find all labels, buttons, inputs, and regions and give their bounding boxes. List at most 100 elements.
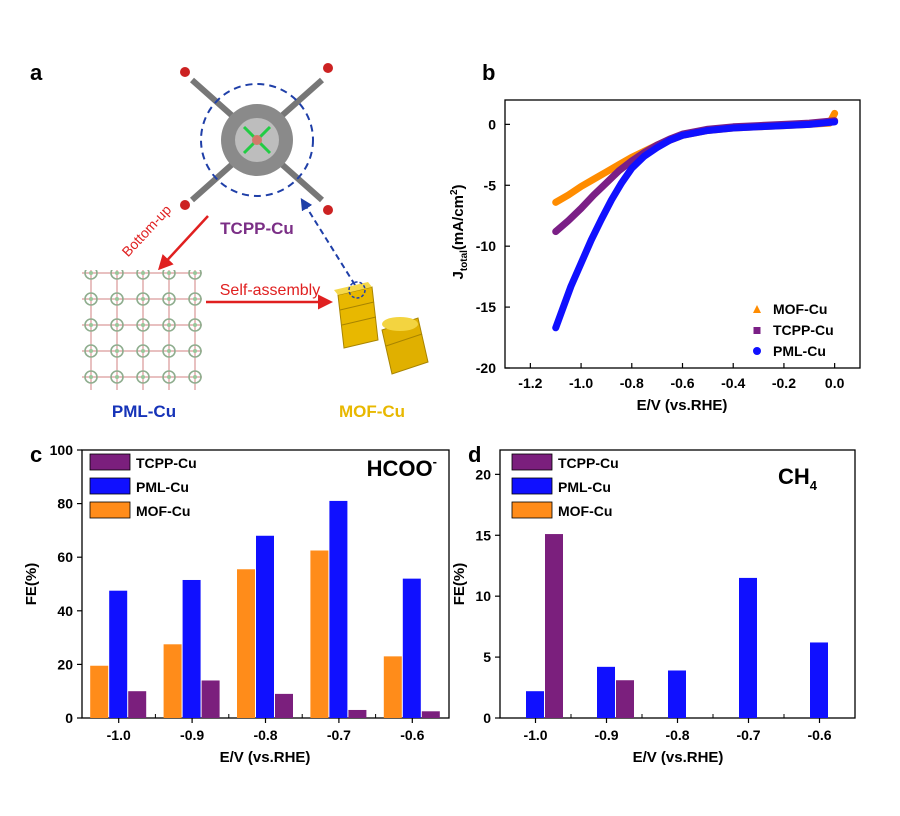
data-point-tcpp-cu [603,179,610,186]
ytick-label: 0 [65,710,73,726]
ytick-label: 15 [475,527,491,543]
data-point-pml-cu [780,122,787,129]
xtick-label: -0.8 [665,727,689,743]
data-point-pml-cu [806,121,813,128]
xtick-label: -0.6 [807,727,831,743]
panel-d-ylabel: FE(%) [451,563,468,606]
legend-swatch-tcpp-cu [89,453,131,471]
self-assembly-label: Self-assembly [220,282,320,299]
data-point-pml-cu [578,260,585,267]
ytick-label: 20 [475,466,491,482]
panel-c-chart: 0 20 40 60 80 100 -1.0 -0.9 -0.8 -0.7 -0.6 HCOO- E… [23,442,450,766]
bar-tcpp-cu [128,691,147,718]
bar-pml-cu [109,590,128,718]
data-point-tcpp-cu [552,228,559,235]
pml-cu-label: PML-Cu [112,402,176,421]
data-point-tcpp-cu [578,205,585,212]
panel-a-schematic: TCPP-Cu Bottom-up Self-assembly PML-Cu M… [82,63,429,421]
panel-c-xlabel: E/V (vs.RHE) [220,749,311,766]
bar-tcpp-cu [421,711,440,718]
panel-b-chart: -1.2 -1.0 -0.8 -0.6 -0.4 -0.2 0.0 -20 -15 -10 -5 0… [449,99,861,414]
data-point-mof-cu [565,192,572,199]
bar-pml-cu [739,577,757,718]
data-point-pml-cu [730,125,737,132]
panel-d-xlabel: E/V (vs.RHE) [633,749,724,766]
data-point-pml-cu [654,144,661,151]
data-point-pml-cu [628,165,635,172]
legend-label-pml-cu: PML-Cu [773,343,826,359]
data-point-pml-cu [552,324,559,331]
bar-mof-cu [310,550,329,718]
mof-crystal-icon [334,281,429,375]
data-point-pml-cu [560,304,567,311]
tcpp-molecule-icon [180,63,333,215]
xtick-label: -0.9 [594,727,618,743]
b-ytick-label: -10 [476,238,496,254]
legend-square-icon [753,327,761,334]
panel-b-xlabel: E/V (vs.RHE) [637,397,728,414]
xtick-label: -1.0 [107,727,131,743]
legend-label-pml-cu: PML-Cu [558,479,611,495]
xtick-label: -0.7 [736,727,760,743]
b-xtick-label: -0.2 [772,375,796,391]
dashed-return-arrow [300,197,356,286]
mof-cu-label: MOF-Cu [339,402,405,421]
bar-pml-cu [182,579,201,718]
xtick-label: -0.8 [253,727,277,743]
b-xtick-label: -1.2 [518,375,542,391]
data-point-pml-cu [598,216,605,223]
bar-pml-cu [526,691,544,718]
data-point-pml-cu [588,237,595,244]
bar-pml-cu [256,535,274,718]
legend-swatch-mof-cu [511,501,553,519]
b-xtick-label: -0.8 [620,375,644,391]
legend-swatch-pml-cu [511,477,553,495]
b-xtick-label: -0.6 [670,375,694,391]
legend-label-mof-cu: MOF-Cu [773,301,827,317]
ytick-label: 60 [57,549,73,565]
legend-swatch-pml-cu [89,477,131,495]
data-point-mof-cu [603,168,610,175]
data-point-mof-cu [578,183,585,190]
data-point-pml-cu [831,118,838,125]
bar-tcpp-cu [616,680,634,718]
bar-pml-cu [668,670,686,718]
bar-mof-cu [383,656,402,718]
bar-tcpp-cu [201,680,220,718]
panel-d-chart: 0 5 10 15 20 -1.0 -0.9 -0.8 -0.7 -0.6 CH4 E/V (vs… [451,449,856,766]
legend-triangle-icon [753,305,761,313]
ytick-label: 10 [475,588,491,604]
ytick-label: 40 [57,603,73,619]
data-point-mof-cu [590,176,597,183]
bar-tcpp-cu [348,709,367,718]
data-point-pml-cu [608,196,615,203]
tcpp-cu-label: TCPP-Cu [220,219,294,238]
panel-c-annotation: HCOO- [367,454,437,481]
legend-swatch-mof-cu [89,501,131,519]
data-point-tcpp-cu [565,217,572,224]
pml-grid-icon [82,270,202,390]
b-ytick-label: 0 [488,116,496,132]
data-point-pml-cu [704,127,711,134]
ytick-label: 20 [57,656,73,672]
ytick-label: 0 [483,710,491,726]
legend-label-tcpp-cu: TCPP-Cu [558,455,619,471]
panel-label-a: a [30,60,43,85]
data-point-pml-cu [618,179,625,186]
ytick-label: 5 [483,649,491,665]
legend-label-tcpp-cu: TCPP-Cu [773,322,834,338]
legend-label-pml-cu: PML-Cu [136,479,189,495]
legend-circle-icon [753,347,761,355]
bar-pml-cu [597,666,615,718]
data-point-tcpp-cu [616,167,623,174]
bottom-up-arrow [157,215,209,271]
series-line-pml-cu [552,118,839,332]
xtick-label: -0.7 [327,727,351,743]
legend-label-mof-cu: MOF-Cu [558,503,612,519]
bottom-up-label: Bottom-up [118,201,174,259]
data-point-pml-cu [755,123,762,130]
b-ytick-label: -20 [476,360,496,376]
bar-tcpp-cu [275,693,293,718]
b-xtick-label: -0.4 [721,375,745,391]
legend-label-mof-cu: MOF-Cu [136,503,190,519]
